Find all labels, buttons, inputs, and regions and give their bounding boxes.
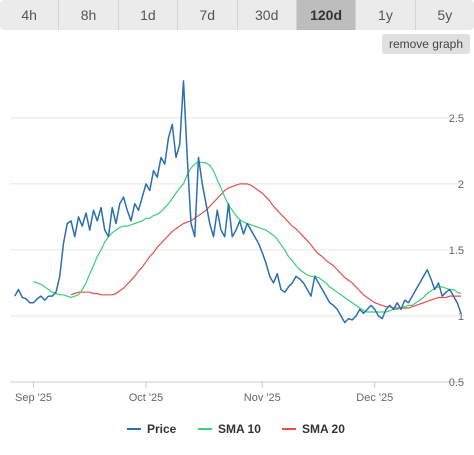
y-tick-label: 0.5 [449,377,464,389]
legend-label-price[interactable]: Price [147,422,177,436]
remove-graph-button[interactable]: remove graph [381,34,470,54]
series-lines [14,80,462,324]
tab-1d[interactable]: 1d [118,0,179,30]
x-tick-label: Dec '25 [356,392,393,404]
y-tick-label: 2 [458,179,464,191]
x-tick-label: Sep '25 [15,392,52,404]
tab-120d[interactable]: 120d [296,0,357,30]
x-tick-label: Nov '25 [244,392,281,404]
series-line-price [14,80,462,324]
tab-7d[interactable]: 7d [178,0,238,30]
y-tick-label: 1 [458,311,464,323]
tab-30d[interactable]: 30d [237,0,297,30]
tab-1y[interactable]: 1y [356,0,416,30]
legend-label-sma10[interactable]: SMA 10 [218,422,261,436]
grid-lines [10,117,464,383]
x-axis-ticks: Sep '25 Oct '25 Nov '25 Dec '25 [15,382,393,404]
y-tick-label: 2.5 [449,113,464,125]
x-tick-label: Oct '25 [129,392,164,404]
legend-label-sma20[interactable]: SMA 20 [302,422,345,436]
tab-4h[interactable]: 4h [0,0,60,30]
series-line-sma20 [70,183,461,309]
legend: Price SMA 10 SMA 20 [127,422,345,436]
y-tick-label: 1.5 [449,245,464,257]
timeframe-tabs: 4h 8h 1d 7d 30d 120d 1y 5y [0,0,474,30]
tab-5y[interactable]: 5y [415,0,474,30]
tab-8h[interactable]: 8h [59,0,119,30]
y-axis-ticks: 0.5 1 1.5 2 2.5 [449,113,464,389]
